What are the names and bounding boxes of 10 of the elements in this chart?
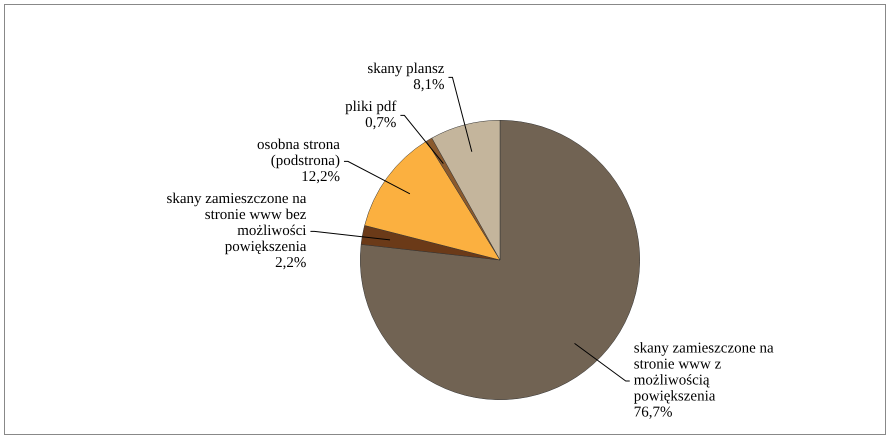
data-label: 2,2%	[275, 254, 306, 271]
slice-label: skany plansz	[367, 60, 445, 77]
data-label: 76,7%	[634, 404, 673, 420]
slice-label: osobna strona (podstrona)	[257, 136, 340, 169]
slice-label: skany zamieszczone na stronie www z możliwością powiększenia	[634, 340, 774, 404]
slice-label: skany zamieszczone na stronie www bez możliwości powiększenia	[166, 190, 307, 255]
data-label: 8,1%	[413, 76, 444, 93]
slice-label: pliki pdf	[345, 98, 396, 115]
data-label: 0,7%	[365, 114, 396, 131]
data-label: 12,2%	[301, 168, 340, 185]
